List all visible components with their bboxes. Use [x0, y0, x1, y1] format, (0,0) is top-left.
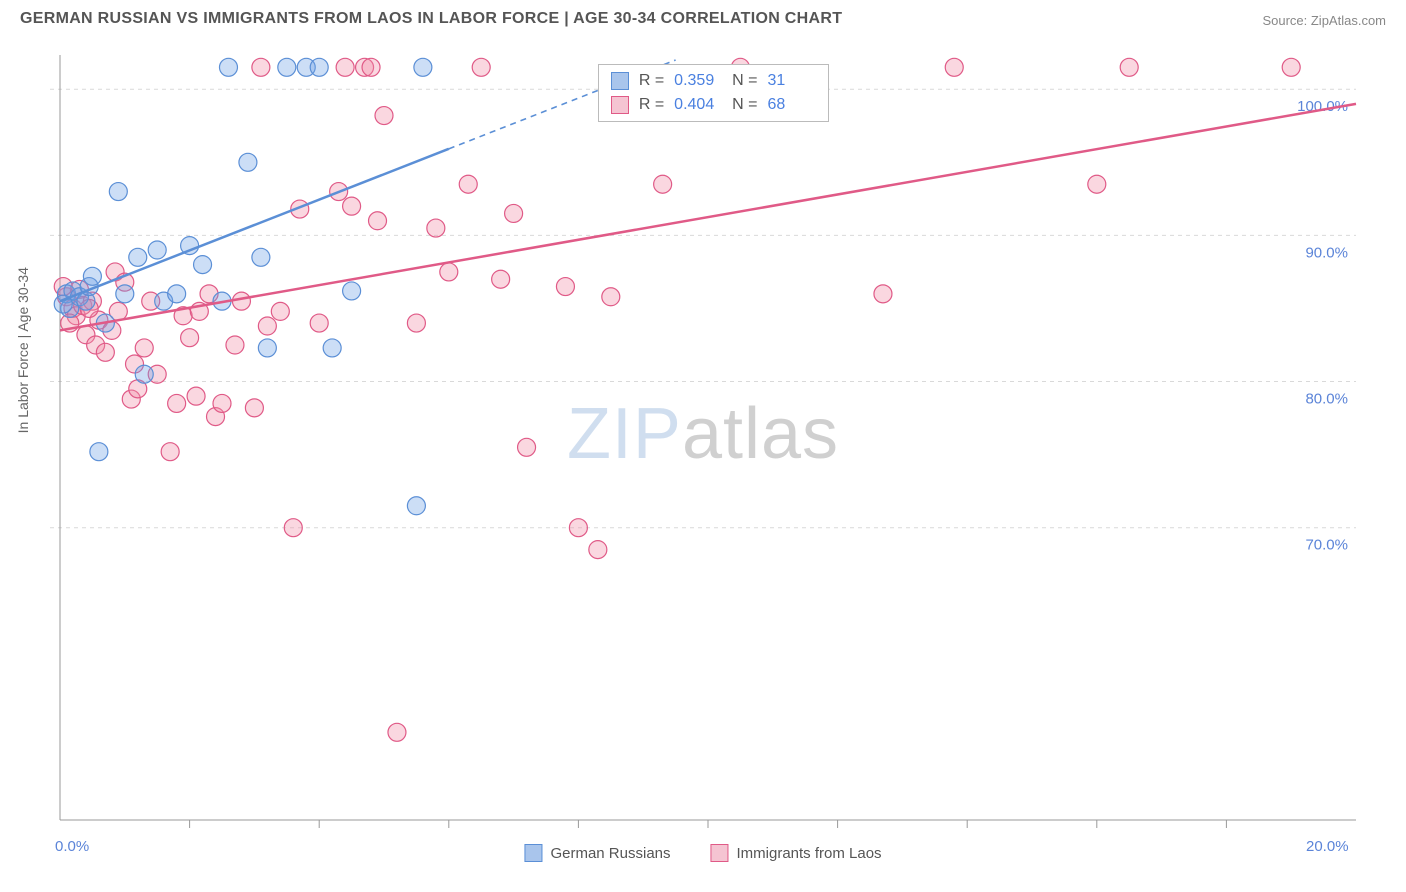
legend-swatch-1	[524, 844, 542, 862]
svg-text:90.0%: 90.0%	[1305, 244, 1348, 261]
stats-row: R = 0.404 N = 68	[611, 93, 816, 117]
stat-n-value: 68	[768, 93, 816, 117]
stat-r-value: 0.404	[674, 93, 722, 117]
stats-swatch	[611, 72, 629, 90]
x-legend: German Russians Immigrants from Laos	[524, 844, 881, 862]
stats-row: R = 0.359 N = 31	[611, 69, 816, 93]
legend-label-2: Immigrants from Laos	[737, 845, 882, 862]
svg-text:80.0%: 80.0%	[1305, 391, 1348, 408]
legend-label-1: German Russians	[550, 845, 670, 862]
stat-r-label: R =	[639, 93, 664, 117]
chart-title: GERMAN RUSSIAN VS IMMIGRANTS FROM LAOS I…	[20, 10, 842, 28]
stats-swatch	[611, 96, 629, 114]
legend-item-2: Immigrants from Laos	[711, 844, 882, 862]
stat-n-label: N =	[732, 93, 757, 117]
stat-r-label: R =	[639, 69, 664, 93]
legend-swatch-2	[711, 844, 729, 862]
scatter-plot: 70.0%80.0%90.0%100.0%	[20, 40, 1386, 860]
stat-r-value: 0.359	[674, 69, 722, 93]
svg-text:70.0%: 70.0%	[1305, 537, 1348, 554]
legend-item-1: German Russians	[524, 844, 670, 862]
chart-container: In Labor Force | Age 30-34 70.0%80.0%90.…	[20, 40, 1386, 860]
x-axis-right-label: 20.0%	[1306, 838, 1349, 855]
stat-n-label: N =	[732, 69, 757, 93]
x-axis-left-label: 0.0%	[55, 838, 89, 855]
stats-box: R = 0.359 N = 31 R = 0.404 N = 68	[598, 64, 829, 122]
stat-n-value: 31	[768, 69, 816, 93]
source-label: Source: ZipAtlas.com	[1262, 13, 1386, 28]
